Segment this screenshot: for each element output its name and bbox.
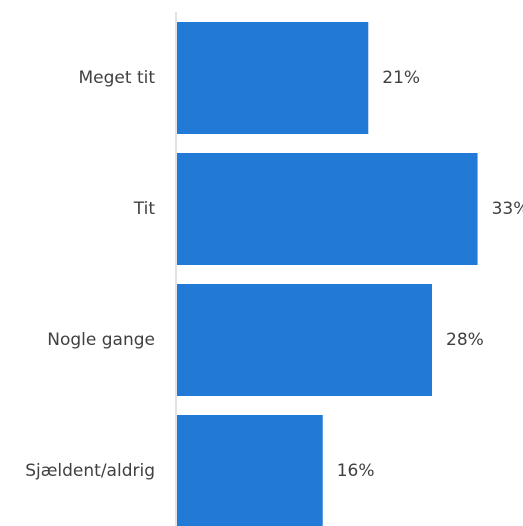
value-label-2: 28% bbox=[446, 330, 484, 350]
category-labels-group: Meget tit Tit Nogle gange Sjældent/aldrig bbox=[25, 68, 155, 481]
value-label-0: 21% bbox=[382, 68, 420, 88]
category-label-3: Sjældent/aldrig bbox=[25, 461, 155, 481]
category-label-1: Tit bbox=[133, 199, 156, 219]
category-label-0: Meget tit bbox=[79, 68, 156, 88]
bars-group bbox=[177, 22, 478, 526]
bar-2 bbox=[177, 284, 433, 396]
value-labels-group: 21% 33% 28% 16% bbox=[337, 68, 523, 481]
value-label-3: 16% bbox=[337, 461, 375, 481]
bar-1 bbox=[177, 153, 478, 265]
value-label-1: 33% bbox=[492, 199, 523, 219]
bar-3 bbox=[177, 415, 323, 526]
category-label-2: Nogle gange bbox=[47, 330, 155, 350]
bar-0 bbox=[177, 22, 369, 134]
